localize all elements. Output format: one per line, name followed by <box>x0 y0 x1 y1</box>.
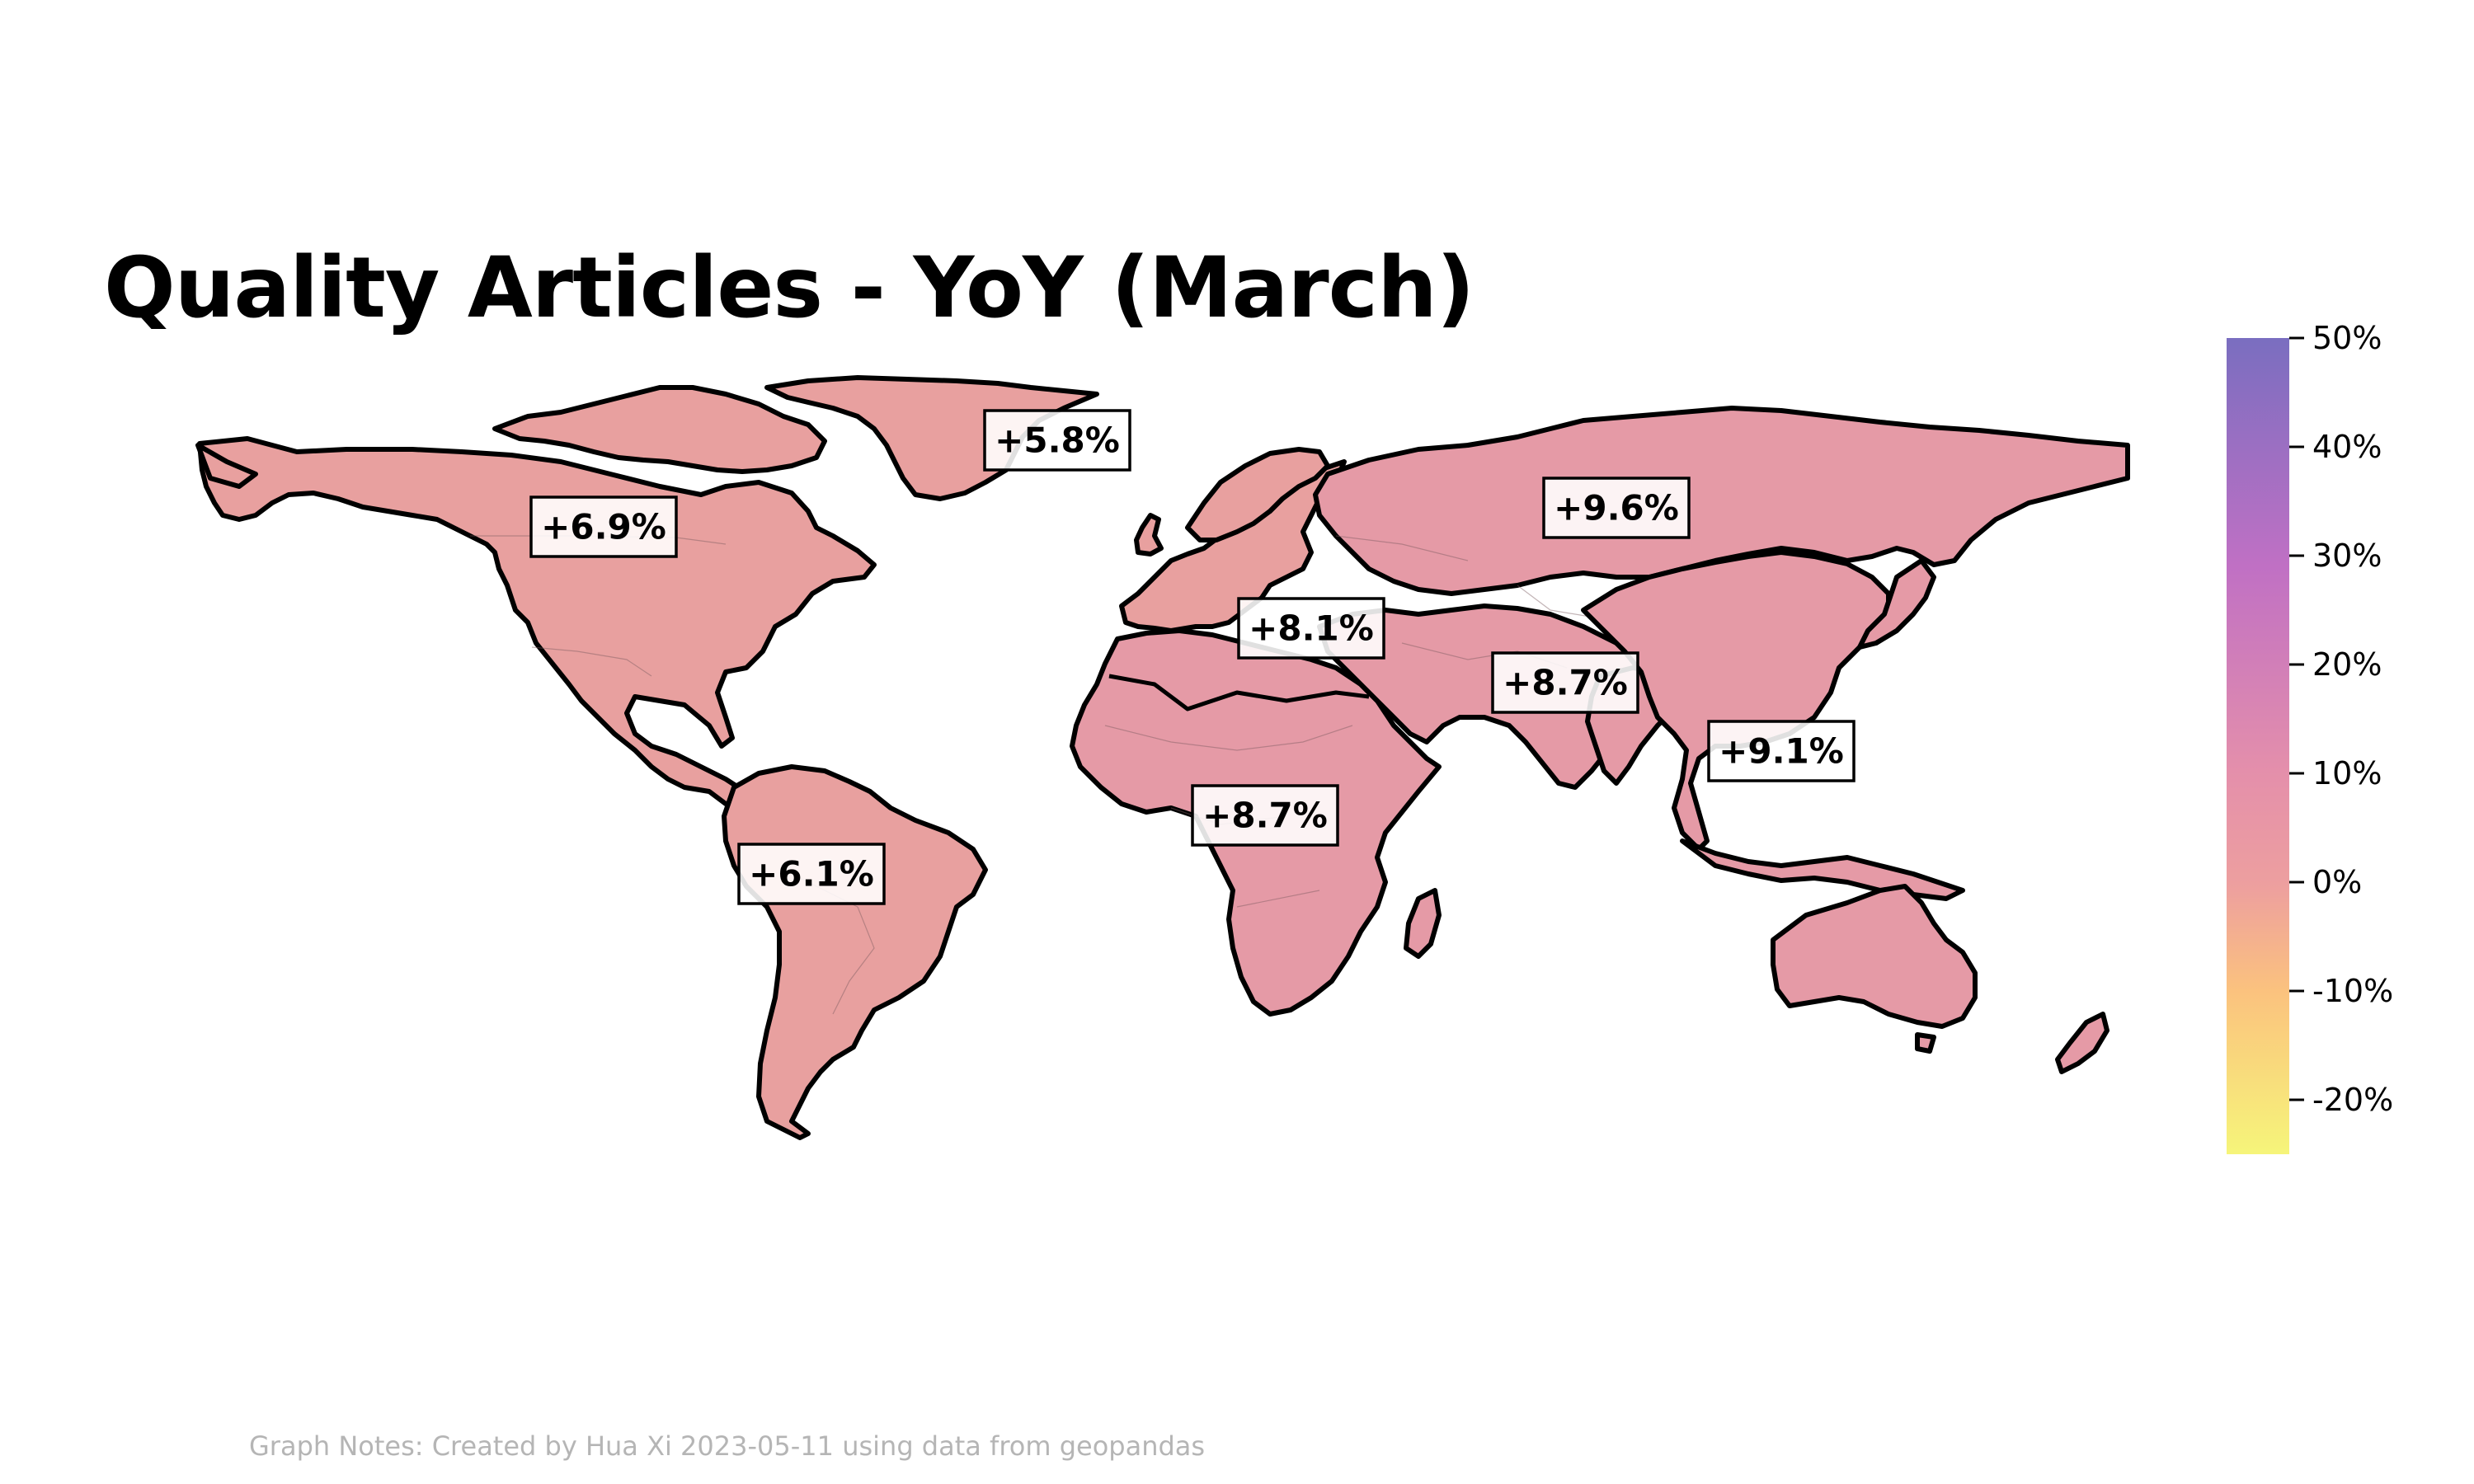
callout-africa: +8.7% <box>1191 784 1339 847</box>
colorbar-tick-label-2: 30% <box>2312 538 2382 574</box>
colorbar-tick-label-7: -20% <box>2312 1082 2393 1118</box>
pacific-coast-shape <box>195 443 258 489</box>
callout-africa-text: +8.7% <box>1202 796 1328 836</box>
callout-south-america: +6.1% <box>737 843 886 905</box>
north-america-shape <box>197 436 877 815</box>
australia-shape <box>1771 884 1978 1029</box>
russia-borders <box>1335 535 1601 619</box>
callout-east-asia: +9.1% <box>1707 720 1856 782</box>
callout-south-asia-text: +8.7% <box>1503 663 1628 703</box>
callout-north-america: +6.9% <box>529 495 678 558</box>
callout-europe-text: +8.1% <box>1249 608 1374 649</box>
sahara-border <box>1108 674 1370 711</box>
colorbar-tick-label-1: 40% <box>2312 429 2382 465</box>
colorbar-tick-label-5: 0% <box>2312 864 2362 900</box>
colorbar: 50% 40% 30% 20% 10% 0% -10% -20% <box>2227 320 2393 1154</box>
scandinavia-shape <box>1185 447 1330 542</box>
region-europe <box>1119 447 1347 633</box>
callout-south-asia: +8.7% <box>1491 651 1639 714</box>
callout-greenland-text: +5.8% <box>995 420 1120 461</box>
colorbar-tick-label-0: 50% <box>2312 320 2382 356</box>
region-russia <box>1313 406 2130 619</box>
madagascar-shape <box>1404 888 1442 959</box>
colorbar-tick-label-6: -10% <box>2312 973 2393 1009</box>
callout-russia: +9.6% <box>1542 477 1691 539</box>
callout-north-america-text: +6.9% <box>541 507 666 547</box>
canadian-arctic-shape <box>492 385 827 474</box>
colorbar-tick-label-3: 20% <box>2312 646 2382 683</box>
callout-greenland: +5.8% <box>983 409 1131 472</box>
colorbar-tick-label-4: 10% <box>2312 755 2382 791</box>
new-zealand-shape <box>2055 1012 2109 1074</box>
region-north-america <box>195 385 877 815</box>
colorbar-gradient <box>2227 338 2289 1154</box>
indonesia-shape <box>1680 838 1965 901</box>
us-mexico-border <box>531 646 652 677</box>
region-east-asia <box>1581 550 2109 1074</box>
callout-russia-text: +9.6% <box>1554 488 1679 528</box>
tasmania-shape <box>1915 1032 1936 1054</box>
russia-shape <box>1313 406 2130 596</box>
map-title: Quality Articles - YoY (March) <box>104 239 1475 337</box>
uk-shape <box>1134 513 1164 556</box>
colorbar-ticks: 50% 40% 30% 20% 10% 0% -10% -20% <box>2289 320 2393 1118</box>
callout-europe: +8.1% <box>1237 597 1385 660</box>
region-south-america <box>722 764 988 1140</box>
callout-east-asia-text: +9.1% <box>1719 731 1844 772</box>
south-america-shape <box>722 764 988 1140</box>
callout-south-america-text: +6.1% <box>749 854 874 895</box>
japan-shape <box>1857 558 1936 650</box>
graph-notes: Graph Notes: Created by Hua Xi 2023-05-1… <box>249 1430 1206 1462</box>
